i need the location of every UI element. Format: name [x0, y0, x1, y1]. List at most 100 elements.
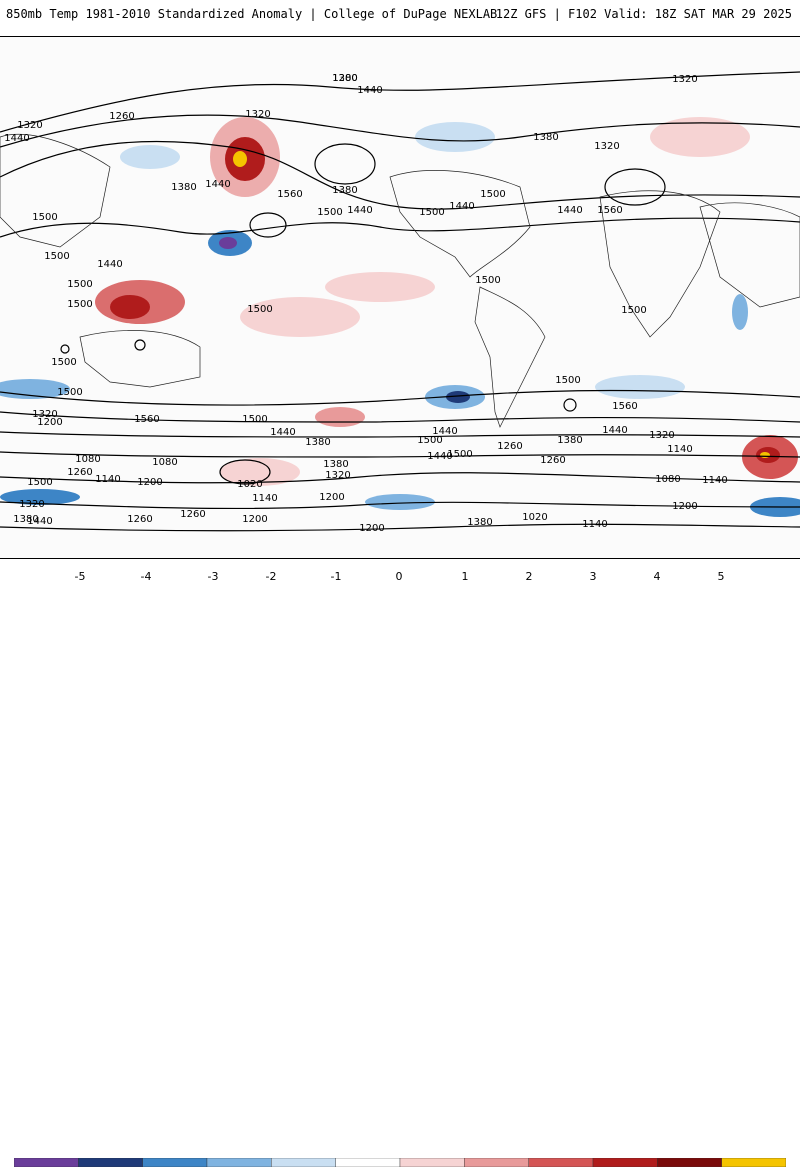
contour-label: 1500 [27, 477, 52, 488]
contour-label: 1320 [325, 470, 350, 481]
contour-label: 1200 [137, 477, 162, 488]
contour-label: 1260 [109, 111, 134, 122]
colorbar-swatch [464, 1158, 529, 1167]
contour-label: 1440 [205, 179, 230, 190]
colorbar-tick-label: 0 [395, 570, 403, 583]
contour-label: 1260 [540, 455, 565, 466]
contour-label: 1200 [37, 417, 62, 428]
colorbar-tick-label: -1 [330, 570, 342, 583]
contour-label: 1500 [44, 251, 69, 262]
contour-label: 1560 [277, 189, 302, 200]
colorbar-swatch [657, 1158, 722, 1167]
contour-label: 1440 [602, 425, 627, 436]
contour-label: 1260 [180, 509, 205, 520]
contour-label: 1440 [557, 205, 582, 216]
colorbar-bar [14, 1158, 786, 1167]
contour-label: 1320 [17, 120, 42, 131]
coastlines [0, 134, 800, 428]
contour-label: 1140 [582, 519, 607, 530]
contour-label: 1380 [557, 435, 582, 446]
contour-label: 1500 [621, 305, 646, 316]
contour-label: 1080 [655, 474, 680, 485]
contour-label: 1380 [332, 73, 357, 84]
contour-label: 1560 [612, 401, 637, 412]
contour-label: 1560 [597, 205, 622, 216]
contour-label: 1440 [4, 133, 29, 144]
contour-label: 1440 [97, 259, 122, 270]
contour-label: 1440 [357, 85, 382, 96]
colorbar-tick-label: -3 [207, 570, 219, 583]
colorbar-swatch [14, 1158, 79, 1167]
contour-label: 1320 [649, 430, 674, 441]
colorbar-tick-label: -5 [74, 570, 86, 583]
contour-label: 1500 [57, 387, 82, 398]
contour-label: 1500 [67, 299, 92, 310]
contour-label: 1500 [419, 207, 444, 218]
contour-label: 1500 [475, 275, 500, 286]
contour-label: 1500 [480, 189, 505, 200]
contour-label: 1080 [75, 454, 100, 465]
contour-label: 1200 [242, 514, 267, 525]
contour-label: 1380 [323, 459, 348, 470]
contour-label: 1200 [319, 492, 344, 503]
contour-label: 1260 [127, 514, 152, 525]
contour-label: 1500 [247, 304, 272, 315]
contour-label: 1500 [51, 357, 76, 368]
contour-label: 1560 [134, 414, 159, 425]
contour-label: 1140 [702, 475, 727, 486]
contour-label: 1140 [95, 474, 120, 485]
header: 850mb Temp 1981-2010 Standardized Anomal… [0, 0, 800, 30]
colorbar-swatch [721, 1158, 786, 1167]
colorbar-swatch [335, 1158, 401, 1167]
contour-label: 1200 [359, 523, 384, 534]
colorbar-swatch [399, 1158, 465, 1167]
contour-label: 1320 [32, 409, 57, 420]
colorbar-tick-label: 4 [653, 570, 661, 583]
contour-label: 1500 [447, 449, 472, 460]
contour-label: 1500 [67, 279, 92, 290]
contour-label: 1320 [19, 499, 44, 510]
contour-label: 1320 [594, 141, 619, 152]
map-panel: 1380 1440 1320 1320 1260 1320 1440 1380 1440 1560… [0, 36, 800, 559]
colorbar-tick-label: -2 [265, 570, 277, 583]
contour-label: 1440 [270, 427, 295, 438]
colorbar-tick-label: 1 [461, 570, 469, 583]
contour-label: 1500 [242, 414, 267, 425]
colorbar-swatch [78, 1158, 143, 1167]
contour-label: 1500 [417, 435, 442, 446]
contour-label: 1440 [427, 451, 452, 462]
contour-label: 1380 [533, 132, 558, 143]
colorbar: -5 -4 -3 -2 -1 0 1 2 3 4 5 [0, 570, 800, 1167]
contour-label: 1320 [245, 109, 270, 120]
colorbar-swatch [206, 1158, 272, 1167]
colorbar-tick-label: 3 [589, 570, 597, 583]
colorbar-swatch [142, 1158, 208, 1167]
contour-label: 1140 [667, 444, 692, 455]
contour-label: 1020 [522, 512, 547, 523]
colorbar-swatch [592, 1158, 658, 1167]
colorbar-swatch [271, 1158, 336, 1167]
contour-label: 1380 [305, 437, 330, 448]
contour-label: 1200 [332, 73, 357, 84]
contour-label: 1500 [555, 375, 580, 386]
contour-label: 1200 [672, 501, 697, 512]
contour-label: 1080 [152, 457, 177, 468]
contour-label: 1500 [32, 212, 57, 223]
contour-label: 1500 [317, 207, 342, 218]
contour-label: 1380 [467, 517, 492, 528]
height-contours [0, 71, 800, 532]
colorbar-tick-label: -4 [140, 570, 152, 583]
contour-label: 1440 [27, 516, 52, 527]
model-run-info: 12Z GFS | F102 Valid: 18Z SAT MAR 29 202… [495, 7, 792, 21]
colorbar-tick-label: 2 [525, 570, 533, 583]
contour-label: 1260 [67, 467, 92, 478]
anomaly-shading [0, 117, 800, 517]
contour-label: 1320 [672, 74, 697, 85]
contour-label: 1140 [252, 493, 277, 504]
colorbar-tick-label: 5 [717, 570, 725, 583]
contour-label: 1440 [432, 426, 457, 437]
map-title: 850mb Temp 1981-2010 Standardized Anomal… [6, 7, 498, 21]
contour-label: 1260 [497, 441, 522, 452]
